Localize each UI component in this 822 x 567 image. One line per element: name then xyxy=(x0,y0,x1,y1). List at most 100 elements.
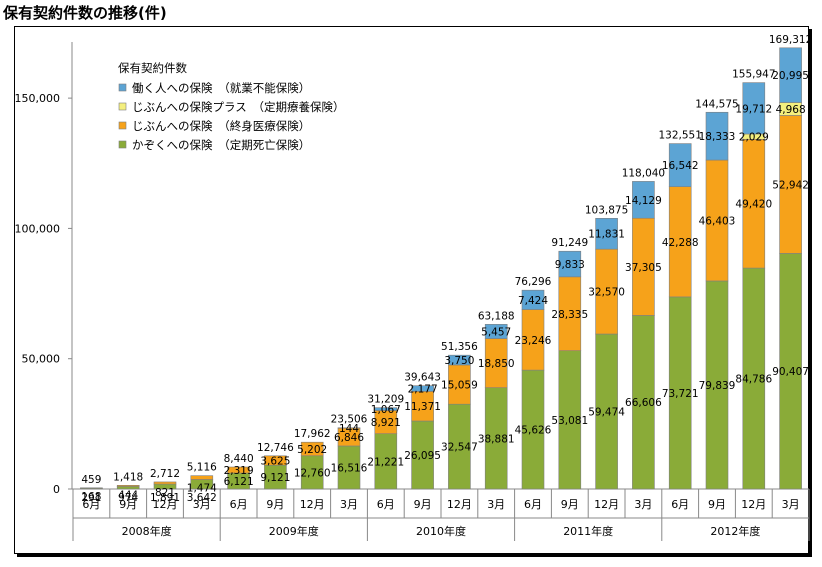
bar-hataraku xyxy=(595,218,618,250)
x-tick-label: 3月 xyxy=(634,498,652,511)
data-label-jibun_shushin: 6,846 xyxy=(334,432,364,444)
bar-total-label: 91,249 xyxy=(551,237,588,249)
x-tick-label: 9月 xyxy=(266,498,284,511)
data-label-kazoku: 1,891 xyxy=(150,492,180,504)
data-label-hataraku: 7,424 xyxy=(518,295,548,307)
bar-hataraku xyxy=(779,47,802,103)
legend-swatch-jibun_plus xyxy=(118,102,127,111)
data-label-kazoku: 45,626 xyxy=(515,425,552,437)
legend-label-kazoku: かぞくへの保険 （定期死亡保険） xyxy=(132,138,310,152)
data-label-jibun_shushin: 46,403 xyxy=(699,215,736,227)
data-label-jibun_plus: 2,029 xyxy=(739,132,769,144)
bar-total-label: 23,506 xyxy=(331,414,368,426)
data-label-kazoku: 26,095 xyxy=(404,450,441,462)
data-label-jibun_shushin: 8,921 xyxy=(371,417,401,429)
legend-swatch-hataraku xyxy=(118,83,127,92)
bar-jibun_shushin xyxy=(153,481,177,485)
data-label-kazoku: 66,606 xyxy=(625,397,662,409)
legend-label-jibun_plus: じぶんへの保険プラス （定期療養保険） xyxy=(132,100,345,114)
data-label-hataraku: 14,129 xyxy=(625,195,662,207)
data-label-hataraku: 1,067 xyxy=(371,404,401,416)
x-group-label: 2009年度 xyxy=(269,524,319,538)
x-tick-label: 3月 xyxy=(782,498,800,511)
x-tick-label: 6月 xyxy=(524,498,542,511)
legend-label-jibun_shushin: じぶんへの保険 （終身医療保険） xyxy=(132,119,310,133)
bar-total-label: 5,116 xyxy=(187,462,217,474)
bar-total-label: 132,551 xyxy=(658,130,701,142)
data-label-kazoku: 16,516 xyxy=(331,462,368,474)
page-title: 保有契約件数の推移(件) xyxy=(3,4,167,22)
x-tick-label: 12月 xyxy=(153,498,178,511)
data-label-jibun_shushin: 821 xyxy=(155,487,175,499)
data-label-hataraku: 9,833 xyxy=(555,259,585,271)
x-group-label: 2008年度 xyxy=(122,524,172,538)
x-tick-label: 6月 xyxy=(230,498,248,511)
bar-hataraku xyxy=(448,354,471,366)
bar-hataraku xyxy=(374,407,398,411)
x-tick-label: 3月 xyxy=(340,498,358,511)
y-tick-label: 150,000 xyxy=(15,92,61,105)
bar-total-label: 12,746 xyxy=(257,442,294,454)
data-label-jibun_shushin: 3,625 xyxy=(260,456,290,468)
bar-hataraku xyxy=(705,111,729,161)
x-tick-label: 12月 xyxy=(741,498,766,511)
x-tick-label: 9月 xyxy=(561,498,579,511)
data-label-jibun_shushin: 52,942 xyxy=(772,179,809,191)
data-label-jibun_shushin: 444 xyxy=(118,489,138,501)
data-label-kazoku: 974 xyxy=(118,492,138,504)
data-label-jibun_shushin: 11,371 xyxy=(404,401,441,413)
x-tick-label: 9月 xyxy=(708,498,726,511)
bar-total-label: 17,962 xyxy=(294,428,331,440)
data-label-kazoku: 84,786 xyxy=(735,374,772,386)
data-label-jibun_shushin: 18,850 xyxy=(478,358,515,370)
x-tick-label: 9月 xyxy=(119,498,137,511)
x-tick-label: 9月 xyxy=(414,498,432,511)
bar-hataraku xyxy=(632,181,655,219)
data-label-kazoku: 12,760 xyxy=(294,467,331,479)
bar-hataraku xyxy=(558,250,582,278)
legend-label-hataraku: 働く人への保険 （就業不能保険） xyxy=(132,81,310,95)
data-label-kazoku: 3,642 xyxy=(187,492,217,504)
bar-total-label: 103,875 xyxy=(585,204,628,216)
bar-total-label: 51,356 xyxy=(441,341,478,353)
legend-swatch-kazoku xyxy=(118,140,127,149)
data-label-hataraku: 5,457 xyxy=(481,326,511,338)
bar-hataraku xyxy=(668,143,692,187)
data-label-kazoku: 90,407 xyxy=(772,366,809,378)
data-label-jibun_shushin: 1,474 xyxy=(187,483,217,495)
bar-jibun_shushin xyxy=(80,487,103,489)
bar-jibun_plus xyxy=(337,427,361,429)
data-label-jibun_shushin: 2,319 xyxy=(224,465,254,477)
bar-jibun_shushin xyxy=(227,466,250,474)
x-group-label: 2010年度 xyxy=(416,524,466,538)
data-label-hataraku: 19,712 xyxy=(735,103,772,115)
bar-total-label: 63,188 xyxy=(478,310,515,322)
data-label-jibun_shushin: 23,246 xyxy=(515,335,552,347)
y-tick-label: 50,000 xyxy=(22,353,61,366)
bar-total-label: 1,418 xyxy=(113,471,143,483)
x-tick-label: 3月 xyxy=(193,498,211,511)
x-tick-label: 12月 xyxy=(447,498,472,511)
data-label-jibun_shushin: 37,305 xyxy=(625,262,662,274)
data-label-jibun_shushin: 15,059 xyxy=(441,380,478,392)
bar-total-label: 31,209 xyxy=(367,394,404,406)
data-label-kazoku: 9,121 xyxy=(260,472,290,484)
x-tick-label: 6月 xyxy=(671,498,689,511)
data-label-jibun_plus: 144 xyxy=(339,423,359,435)
bar-total-label: 155,947 xyxy=(732,69,775,81)
x-tick-label: 12月 xyxy=(594,498,619,511)
data-label-jibun_shushin: 32,570 xyxy=(588,287,625,299)
data-label-jibun_shushin: 42,288 xyxy=(662,237,699,249)
data-label-kazoku: 6,121 xyxy=(224,476,254,488)
x-tick-label: 3月 xyxy=(487,498,505,511)
y-tick-label: 0 xyxy=(53,483,60,496)
bar-jibun_shushin xyxy=(190,475,214,480)
x-group-label: 2012年度 xyxy=(710,524,760,538)
legend-swatch-jibun_shushin xyxy=(118,121,127,130)
bar-total-label: 2,712 xyxy=(150,468,180,480)
data-label-kazoku: 73,721 xyxy=(662,388,699,400)
data-label-hataraku: 3,750 xyxy=(444,355,474,367)
bar-total-label: 39,643 xyxy=(404,372,441,384)
bar-total-label: 76,296 xyxy=(515,276,552,288)
